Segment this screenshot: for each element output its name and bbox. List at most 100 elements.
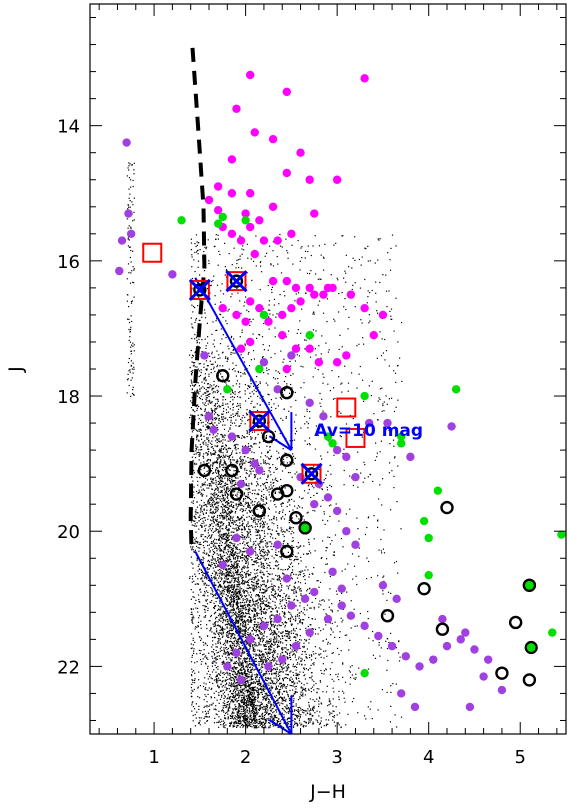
- field-star: [291, 476, 293, 478]
- field-star: [224, 466, 227, 468]
- field-star: [339, 712, 341, 714]
- field-star: [286, 528, 288, 531]
- field-star: [237, 620, 239, 622]
- field-star: [230, 525, 232, 527]
- field-star: [237, 444, 239, 446]
- field-star: [287, 707, 290, 709]
- field-star: [271, 687, 273, 689]
- field-star: [218, 673, 221, 675]
- field-star: [227, 493, 229, 495]
- field-star: [286, 712, 288, 714]
- field-star: [215, 461, 218, 463]
- field-star: [263, 549, 265, 551]
- field-star: [232, 712, 234, 714]
- field-star: [290, 651, 292, 653]
- field-star: [287, 542, 289, 545]
- field-star: [276, 668, 278, 670]
- field-star: [235, 660, 237, 662]
- field-star: [212, 447, 214, 450]
- field-star: [273, 578, 275, 580]
- field-star: [254, 406, 256, 408]
- field-star: [267, 709, 269, 711]
- field-star: [323, 725, 325, 727]
- field-star: [227, 539, 229, 541]
- field-star: [274, 633, 276, 635]
- field-star: [219, 679, 222, 681]
- field-star: [230, 701, 232, 703]
- field-star: [214, 496, 216, 498]
- field-star: [244, 714, 247, 717]
- field-star: [269, 458, 271, 460]
- field-star: [265, 704, 268, 706]
- field-star: [234, 621, 236, 624]
- field-star: [222, 402, 224, 404]
- field-star: [235, 419, 237, 421]
- field-star: [304, 639, 306, 641]
- field-star: [252, 682, 254, 685]
- field-star: [243, 583, 245, 585]
- field-star: [251, 578, 253, 580]
- field-star: [248, 634, 250, 636]
- field-star: [248, 506, 250, 508]
- field-star: [208, 375, 210, 377]
- field-star: [245, 715, 247, 718]
- field-star: [206, 433, 208, 435]
- field-star: [215, 605, 217, 607]
- field-star: [238, 566, 240, 568]
- field-star: [211, 555, 213, 557]
- field-star: [271, 529, 273, 531]
- field-star: [211, 559, 213, 561]
- field-star: [247, 584, 249, 586]
- field-star: [229, 519, 231, 521]
- field-star: [235, 504, 237, 506]
- field-star: [213, 607, 215, 609]
- field-star: [286, 690, 288, 692]
- field-star: [257, 584, 259, 586]
- field-star: [215, 611, 217, 613]
- field-star: [228, 688, 230, 690]
- field-star: [230, 565, 233, 567]
- field-star: [277, 691, 279, 693]
- field-star: [332, 687, 334, 689]
- field-star: [218, 476, 220, 478]
- field-star: [236, 608, 238, 610]
- field-star: [230, 421, 232, 423]
- field-star: [277, 663, 279, 665]
- field-star: [216, 364, 219, 366]
- field-star: [232, 473, 235, 475]
- field-star: [226, 529, 228, 531]
- field-star: [231, 615, 233, 617]
- field-star: [278, 512, 280, 514]
- field-star: [191, 611, 193, 613]
- field-star: [239, 551, 241, 553]
- field-star: [191, 397, 193, 399]
- field-star: [255, 576, 257, 578]
- field-star: [248, 644, 250, 646]
- field-star: [289, 689, 291, 692]
- field-star: [239, 703, 241, 705]
- field-star: [225, 572, 227, 574]
- field-star: [211, 528, 214, 530]
- field-star: [242, 576, 244, 578]
- field-star: [222, 595, 224, 597]
- field-star: [199, 452, 201, 454]
- field-star: [215, 658, 217, 660]
- field-star: [299, 506, 301, 508]
- field-star: [260, 517, 262, 519]
- field-star: [260, 660, 262, 663]
- field-star: [246, 677, 248, 680]
- field-star: [287, 611, 290, 613]
- field-star: [297, 547, 299, 549]
- field-star: [214, 356, 216, 358]
- field-star: [247, 487, 249, 490]
- field-star: [254, 658, 256, 660]
- field-star: [235, 571, 238, 573]
- field-star: [240, 658, 242, 660]
- field-star: [332, 710, 334, 712]
- field-star: [280, 463, 282, 465]
- field-star: [209, 524, 211, 526]
- field-star: [202, 574, 204, 576]
- field-star: [280, 722, 282, 724]
- field-star: [274, 607, 277, 609]
- field-star: [248, 690, 250, 692]
